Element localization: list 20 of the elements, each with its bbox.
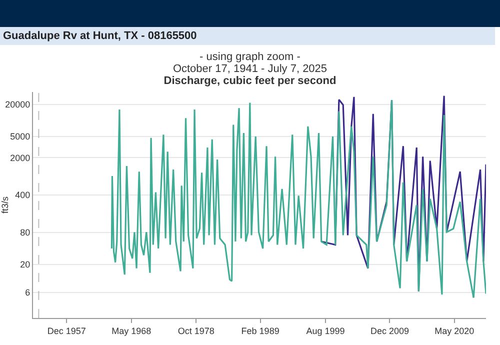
- x-tick-label: Dec 2009: [370, 326, 409, 336]
- x-tick-label: Feb 1989: [241, 326, 280, 336]
- line-series: [110, 99, 486, 298]
- text: October 17, 1941 - July 7, 2025: [172, 63, 328, 76]
- x-tick-label: May 1968: [112, 326, 152, 336]
- x-tick-label: Oct 1978: [178, 326, 214, 336]
- chart-subtitle: Discharge, cubic feet per second: [162, 75, 338, 88]
- x-tick-label: Dec 1957: [47, 326, 86, 336]
- y-tick-label: 2000: [10, 152, 30, 163]
- x-tick-label: May 2020: [434, 326, 474, 336]
- chart-title: Guadalupe Rv at Hunt, TX - 08165500: [0, 27, 495, 45]
- y-tick-label: 6: [25, 288, 30, 298]
- y-axis-title: ft3/s: [0, 196, 10, 214]
- x-tick-label: Aug 1999: [306, 326, 345, 336]
- y-tick-label: 5000: [10, 132, 30, 142]
- text: - using graph zoom -: [198, 51, 302, 64]
- y-tick-label: 20000: [5, 99, 30, 110]
- y-tick-label: 80: [20, 228, 30, 238]
- y-tick-label: 20: [20, 260, 30, 270]
- y-tick-label: 400: [15, 190, 30, 200]
